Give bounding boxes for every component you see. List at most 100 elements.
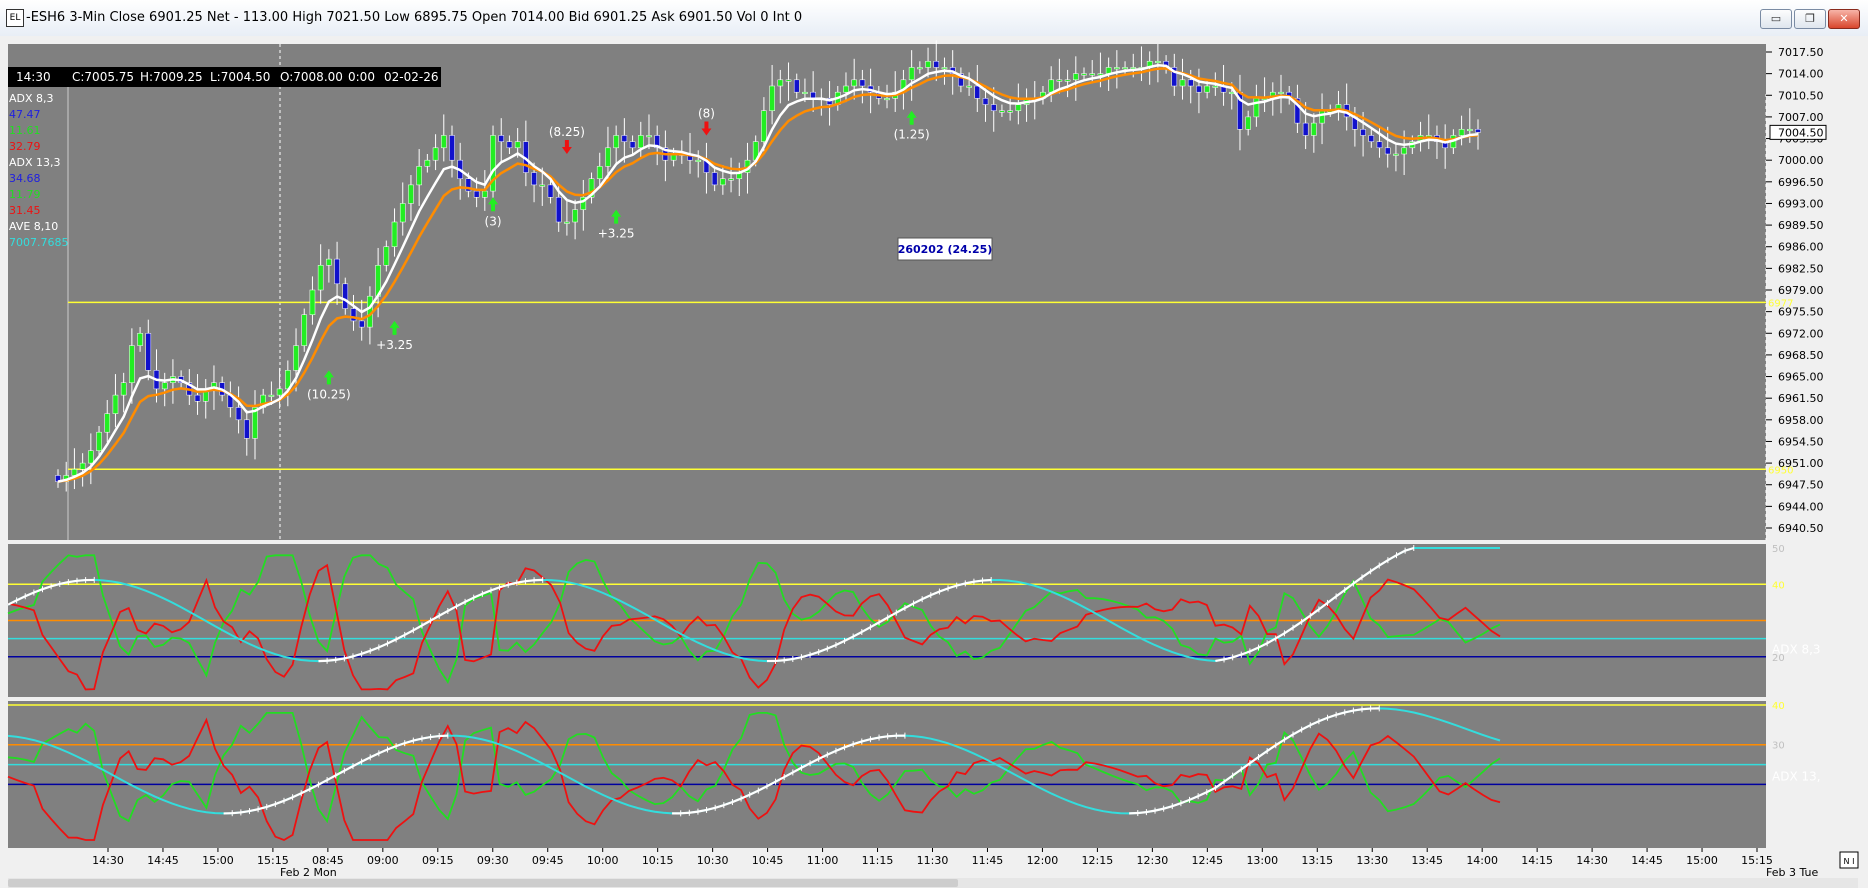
adx-rising-segment [404,629,414,636]
adx-rising-segment [16,595,26,602]
candle-body [613,135,619,149]
legend-entry: 11.61 [9,124,41,137]
candle-body [769,85,775,111]
candle-body [1376,141,1383,149]
adx-rising-segment [352,652,362,658]
adx-rising-segment [775,776,785,783]
adx-rising-segment [740,793,751,800]
adx-rising-segment [887,611,897,619]
price-tick-label: 6972.00 [1778,327,1824,340]
adx-rising-segment [395,633,406,641]
adx-rising-segment [464,596,475,603]
adx-rising-segment [1301,614,1311,623]
time-tick-label: 10:00 [587,854,619,867]
data-box-time: 14:30 [16,70,51,84]
candle-body [941,67,948,70]
candle-body [1401,147,1407,155]
adx-rising-segment [42,585,52,591]
candle-body [1204,85,1210,93]
adx-rising-segment [947,584,958,590]
adx-rising-segment [369,752,380,759]
price-tick-label: 6979.00 [1778,284,1824,297]
trade-annotation-label: (1.25) [894,128,930,142]
adx-rising-segment [1292,620,1303,629]
adx-rising-segment [982,578,992,582]
candle-body [1319,110,1325,124]
ma-white-line [57,64,1479,483]
adx-tick-label: 40 [1772,580,1785,591]
candle-body [637,135,644,149]
adx-pane-2[interactable] [8,701,1766,848]
maximize-button[interactable]: ❐ [1794,9,1826,29]
adx-rising-segment [1137,811,1147,815]
candlestick-series [55,40,1481,492]
time-tick-label: 11:45 [972,854,1004,867]
time-axis[interactable]: 14:30 14:45 15:00 15:15 08:45 09:00 09:15 09:30… [92,848,1773,867]
adx-rising-segment [1370,564,1380,573]
data-box-open: O:7008.00 [280,70,343,84]
time-tick-label: 10:45 [752,854,784,867]
price-tick-label: 6986.00 [1778,241,1824,254]
candle-body [490,135,496,192]
adx-rising-segment [404,739,414,745]
candle-body [793,79,800,93]
adx-rising-segment [1395,549,1406,557]
adx-rising-segment [826,643,837,650]
close-button[interactable]: ✕ [1828,9,1860,29]
price-tick-label: 6996.50 [1778,176,1824,189]
scrollbar-thumb[interactable] [8,879,958,887]
moving-averages [57,64,1479,483]
adx-rising-segment [1335,711,1346,716]
candle-body [104,413,111,433]
down-arrow-icon [701,121,712,136]
corner-box[interactable] [1839,851,1859,869]
window-titlebar: EL -ESH6 3-Min Close 6901.25 Net - 113.0… [0,0,1868,37]
adx-rising-segment [878,616,889,624]
candle-body [884,98,890,101]
ma-orange-line [57,67,1479,483]
adx-rising-segment [499,583,509,589]
adx-rising-segment [1301,724,1311,731]
candle-body [473,190,480,198]
adx-rising-segment [844,743,854,749]
price-pane[interactable] [8,44,1766,540]
adx-pane-label: ADX 13, [1772,769,1821,783]
candle-body [1089,73,1096,76]
time-tick-label: 10:30 [697,854,729,867]
adx-rising-segment [59,581,69,586]
adx-rising-segment [835,639,846,646]
session-label: Feb 2 Mon [280,866,337,878]
app-icon[interactable]: EL [6,9,24,27]
adx-rising-segment [1378,559,1389,567]
candle-body [925,61,931,68]
horizontal-scrollbar[interactable] [8,878,1858,888]
candle-body [1311,122,1317,136]
adx-rising-segment [1249,756,1260,765]
candle-body [966,85,972,88]
window-title: -ESH6 3-Min Close 6901.25 Net - 113.00 H… [26,10,803,25]
candle-body [555,197,562,223]
price-tick-label: 7000.00 [1778,154,1824,167]
current-price-box [1769,124,1827,140]
legend-entry: 34.68 [9,172,41,185]
price-tick-label: 6989.50 [1778,219,1824,232]
candle-body [1171,67,1178,87]
adx-rising-segment [507,581,518,586]
adx-rising-segment [317,779,328,786]
adx-rising-segment [257,805,268,811]
time-tick-label: 12:00 [1027,854,1059,867]
candle-body [1196,85,1202,93]
minimize-button[interactable]: ▭ [1760,9,1792,29]
price-axis[interactable]: 7017.507014.007010.507007.007003.507000.… [1766,46,1827,535]
adx-rising-segment [1327,713,1337,719]
adx-rising-segment [352,760,363,768]
candle-body [88,450,94,464]
data-box-close: C:7005.75 [72,70,134,84]
adx-rising-segment [413,737,423,742]
adx-rising-segment [378,748,388,755]
adx-rising-segment [1240,650,1251,656]
adx-rising-segment [232,811,241,815]
candle-body [802,91,808,94]
data-box-low: L:7004.50 [210,70,270,84]
